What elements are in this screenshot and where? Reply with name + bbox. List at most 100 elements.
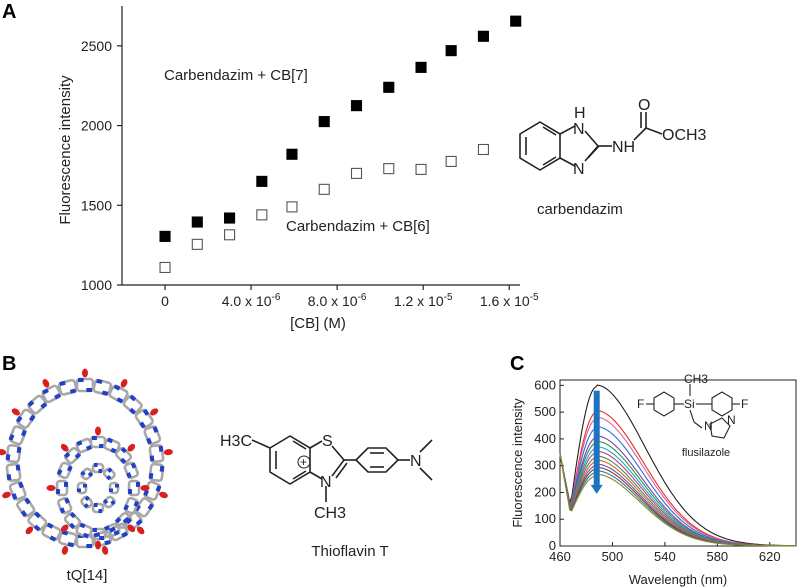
chart-c-xtick-label: 540 — [654, 549, 676, 564]
tq-inner-unit — [114, 443, 136, 465]
atom-f2: F — [741, 397, 748, 411]
flusilazole-name: flusilazole — [682, 447, 730, 459]
cb7-point — [318, 116, 330, 128]
tq-outer-unit — [108, 379, 129, 404]
tq-core-unit — [108, 481, 120, 495]
carbendazim-labels: H N N NH O OCH3 carbendazim — [537, 97, 707, 218]
thioflavin-structure — [251, 435, 433, 502]
chart-c-ytick-label: 600 — [534, 377, 556, 392]
tq-inner-unit — [75, 437, 93, 454]
carbendazim-name: carbendazim — [537, 201, 623, 218]
chart-a-xtick-label: 4.0 x 10-6 — [222, 292, 281, 309]
atom-n-plus: N — [320, 474, 332, 491]
chart-c-xlabel: Wavelength (nm) — [629, 572, 728, 587]
tq-outer-unit — [41, 379, 62, 404]
tq-core-unit — [80, 495, 94, 509]
tq-core-unit — [91, 502, 105, 514]
tq-inner-unit — [127, 479, 150, 497]
cb7-point — [350, 100, 363, 112]
chart-c-ytick-label: 300 — [534, 458, 556, 473]
tq-inner-unit — [46, 479, 69, 497]
atom-plus: + — [300, 455, 307, 469]
decrease-arrow — [590, 390, 603, 494]
chart-c-ylabel: Fluorescence intensity — [510, 398, 525, 528]
cb7-point — [159, 230, 171, 242]
cb7-point — [415, 61, 427, 73]
chart-a-ytick-label: 2500 — [81, 38, 112, 54]
cb6-point — [191, 238, 203, 250]
tq-outer-unit — [25, 511, 48, 535]
chart-c-ytick-label: 500 — [534, 404, 556, 419]
tq-inner-unit — [60, 511, 82, 533]
cb6-point — [318, 183, 330, 195]
flusilazole-structure — [646, 384, 740, 439]
cb6-point — [477, 143, 489, 156]
tq-inner-unit — [114, 511, 136, 533]
chart-a: 1000 1500 2000 2500 0 4.0 x 10-6 8.0 x 10-6 1.… — [57, 6, 539, 332]
tq-outer-unit — [92, 378, 113, 396]
chart-c-ytick-label: 100 — [534, 511, 556, 526]
chart-a-ytick-label: 1500 — [81, 197, 112, 213]
thioflavin-name: Thioflavin T — [311, 543, 388, 560]
tq-outer-unit — [11, 408, 36, 429]
tq-outer-unit — [2, 480, 27, 501]
tq-outer-unit — [57, 530, 78, 555]
chart-a-xtick-label: 1.6 x 10-5 — [480, 292, 539, 309]
panel-label-a: A — [2, 1, 16, 23]
atom-f1: F — [637, 397, 644, 411]
atom-h: H — [574, 105, 586, 122]
cb6-point — [159, 261, 171, 274]
tq-outer-unit — [8, 425, 27, 446]
tq-inner-unit — [89, 426, 107, 449]
chart-c-ytick-label: 0 — [549, 538, 556, 553]
chart-c-xtick-label: 580 — [706, 549, 728, 564]
tq14-name: tQ[14] — [67, 567, 108, 584]
tq-inner-unit — [123, 461, 139, 480]
tq-inner-unit — [57, 496, 73, 515]
tq-outer-unit — [0, 443, 22, 464]
chart-a-xlabel: [CB] (M) — [290, 315, 346, 332]
cb7-point — [383, 81, 395, 93]
tq-inner-unit — [123, 496, 140, 515]
chart-c-frame — [559, 379, 797, 547]
atom-si: Si — [684, 397, 695, 411]
atom-n1: N — [573, 121, 585, 138]
chart-c-xtick-label: 500 — [602, 549, 624, 564]
cb7-point — [445, 45, 457, 57]
cb7-point — [477, 30, 489, 42]
tq-core-unit — [102, 467, 116, 481]
atom-och3: OCH3 — [662, 127, 707, 144]
thioflavin-labels: H3C S N + CH3 N Thioflavin T — [220, 433, 422, 560]
tq-outer-unit — [16, 497, 36, 518]
tq-core-unit — [80, 467, 94, 481]
tq-core-unit — [76, 481, 88, 495]
chart-a-ylabel: Fluorescence intensity — [57, 75, 74, 225]
atom-h3c: H3C — [220, 433, 252, 450]
cb6-point — [286, 201, 298, 213]
cb6-point — [350, 167, 363, 179]
spectrum-line — [559, 384, 796, 547]
tq-outer-unit — [75, 368, 95, 393]
atom-s: S — [322, 433, 333, 450]
tq-outer-unit — [5, 462, 22, 483]
atom-ch3: CH3 — [314, 505, 346, 522]
chart-c-xtick-label: 620 — [759, 549, 781, 564]
tq-inner-unit — [103, 437, 121, 454]
cb7-point — [224, 212, 236, 224]
panel-label-c: C — [510, 353, 524, 375]
cb6-point — [256, 209, 268, 221]
tq14-structure: tQ[14] — [0, 368, 173, 584]
chart-c-ytick-label: 400 — [534, 431, 556, 446]
cb7-point — [510, 15, 522, 27]
atom-n2: N — [573, 161, 585, 178]
cb6-point — [415, 163, 427, 175]
tq-outer-unit — [41, 522, 62, 542]
thioflavin-phenyl — [354, 447, 400, 473]
charge-circle — [297, 455, 311, 469]
atom-o: O — [638, 97, 650, 114]
tq-core-unit — [102, 495, 116, 509]
chart-c: 0 100 200 300 400 500 600 460 500 540 580 620 Wave… — [510, 372, 797, 587]
tq-core-unit — [91, 462, 105, 474]
chart-a-xtick-label: 0 — [161, 293, 169, 309]
